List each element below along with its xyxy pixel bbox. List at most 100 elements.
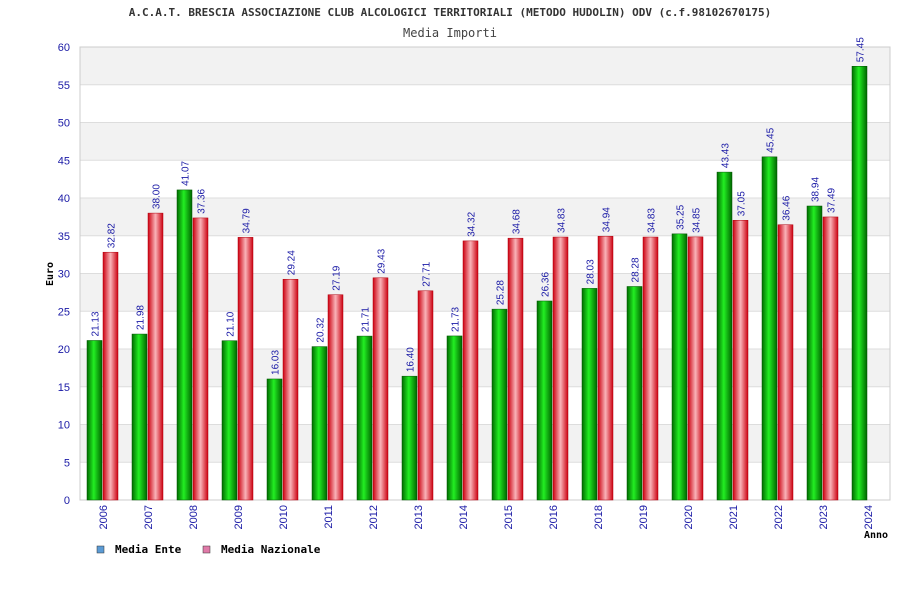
x-tick-label: 2016 bbox=[548, 505, 560, 529]
legend-swatch-media-ente bbox=[96, 545, 105, 554]
y-tick-label: 30 bbox=[58, 269, 70, 281]
data-label: 38.94 bbox=[811, 177, 822, 202]
data-label: 21.71 bbox=[361, 307, 372, 332]
bar-media-ente bbox=[131, 333, 148, 501]
x-tick-label: 2019 bbox=[638, 505, 650, 529]
bar-media-nazionale bbox=[147, 212, 164, 501]
y-tick-label: 0 bbox=[64, 495, 70, 507]
bars bbox=[86, 66, 868, 501]
x-tick-label: 2012 bbox=[368, 505, 380, 529]
data-label: 34.68 bbox=[512, 209, 523, 234]
data-label: 45.45 bbox=[766, 127, 777, 152]
data-label: 34.94 bbox=[602, 207, 613, 232]
bar-media-nazionale bbox=[327, 294, 344, 501]
bar-media-ente bbox=[581, 288, 598, 501]
data-label: 21.13 bbox=[91, 311, 102, 336]
y-tick-label: 40 bbox=[58, 193, 70, 205]
bar-media-nazionale bbox=[192, 217, 209, 501]
bar-media-nazionale bbox=[552, 236, 569, 501]
bar-media-nazionale bbox=[282, 278, 299, 501]
data-label: 29.43 bbox=[377, 248, 388, 273]
y-tick-label: 5 bbox=[64, 457, 70, 469]
bar-media-ente bbox=[851, 66, 868, 501]
bar-media-ente bbox=[626, 286, 643, 501]
data-label: 36.46 bbox=[782, 195, 793, 220]
plot-band bbox=[80, 122, 890, 161]
data-label: 37.36 bbox=[197, 188, 208, 213]
bar-media-ente bbox=[356, 335, 373, 501]
plot-band bbox=[80, 462, 890, 500]
bar-media-ente bbox=[266, 378, 283, 501]
bar-media-ente bbox=[491, 308, 508, 501]
plot-background bbox=[79, 46, 891, 501]
bar-media-nazionale bbox=[822, 216, 839, 501]
data-label: 37.05 bbox=[737, 191, 748, 216]
x-tick-label: 2014 bbox=[458, 505, 470, 529]
bar-media-nazionale bbox=[597, 235, 614, 501]
plot-band bbox=[80, 160, 890, 198]
plot-band bbox=[80, 349, 890, 387]
data-label: 41.07 bbox=[181, 160, 192, 185]
x-tick-label: 2006 bbox=[98, 505, 110, 529]
data-label: 21.98 bbox=[136, 305, 147, 330]
plot-band bbox=[80, 235, 890, 274]
legend-label-media-ente: Media Ente bbox=[115, 543, 182, 556]
data-label: 28.03 bbox=[586, 259, 597, 284]
x-tick-label: 2022 bbox=[773, 505, 785, 529]
bar-media-ente bbox=[401, 375, 418, 501]
y-tick-label: 15 bbox=[58, 382, 70, 394]
y-tick-label: 60 bbox=[58, 42, 70, 54]
x-axis-label: Anno bbox=[864, 530, 888, 541]
data-label: 32.82 bbox=[107, 223, 118, 248]
plot-frame bbox=[79, 46, 891, 501]
x-tick-label: 2024 bbox=[863, 505, 875, 529]
data-label: 25.28 bbox=[496, 280, 507, 305]
data-labels: 21.13 32.82 21.98 38.00 41.07 37.36 21.10 34.79… bbox=[91, 37, 867, 375]
y-tick-label: 45 bbox=[58, 155, 70, 167]
bar-media-nazionale bbox=[642, 236, 659, 501]
bar-media-ente bbox=[716, 171, 733, 501]
data-label: 27.19 bbox=[332, 265, 343, 290]
bar-media-ente bbox=[86, 340, 103, 501]
y-axis-label: Euro bbox=[45, 262, 56, 286]
data-label: 26.36 bbox=[541, 272, 552, 297]
data-label: 34.79 bbox=[242, 208, 253, 233]
data-label: 35.25 bbox=[676, 204, 687, 229]
data-label: 34.85 bbox=[692, 207, 703, 232]
legend: Media Ente Media Nazionale bbox=[96, 543, 321, 556]
x-tick-label: 2021 bbox=[728, 505, 740, 529]
data-label: 37.49 bbox=[827, 187, 838, 212]
chart-subtitle: Media Importi bbox=[403, 26, 497, 40]
bar-media-nazionale bbox=[372, 277, 389, 501]
bar-media-nazionale bbox=[507, 237, 524, 501]
data-label: 34.32 bbox=[467, 211, 478, 236]
bar-media-nazionale bbox=[417, 290, 434, 501]
x-tick-label: 2023 bbox=[818, 505, 830, 529]
bar-media-nazionale bbox=[237, 237, 254, 501]
y-tick-label: 50 bbox=[58, 118, 70, 130]
y-tick-label: 10 bbox=[58, 420, 70, 432]
x-tick-label: 2010 bbox=[278, 505, 290, 529]
bar-media-ente bbox=[536, 300, 553, 501]
bar-media-ente bbox=[806, 205, 823, 501]
plot-band bbox=[80, 84, 890, 123]
bar-media-nazionale bbox=[462, 240, 479, 501]
y-tick-label: 55 bbox=[58, 80, 70, 92]
x-tick-label: 2018 bbox=[593, 505, 605, 529]
bar-media-ente bbox=[446, 335, 463, 501]
data-label: 57.45 bbox=[856, 37, 867, 62]
plot-band bbox=[80, 198, 890, 236]
bar-media-nazionale bbox=[777, 224, 794, 501]
data-label: 28.28 bbox=[631, 257, 642, 282]
plot-band bbox=[80, 424, 890, 463]
plot-band bbox=[80, 386, 890, 425]
data-label: 34.83 bbox=[647, 208, 658, 233]
bar-media-ente bbox=[221, 340, 238, 501]
y-tick-label: 20 bbox=[58, 344, 70, 356]
legend-label-media-nazionale: Media Nazionale bbox=[221, 543, 321, 556]
data-label: 16.40 bbox=[406, 347, 417, 372]
x-tick-label: 2015 bbox=[503, 505, 515, 529]
x-tick-label: 2020 bbox=[683, 505, 695, 529]
y-tick-label: 35 bbox=[58, 231, 70, 243]
